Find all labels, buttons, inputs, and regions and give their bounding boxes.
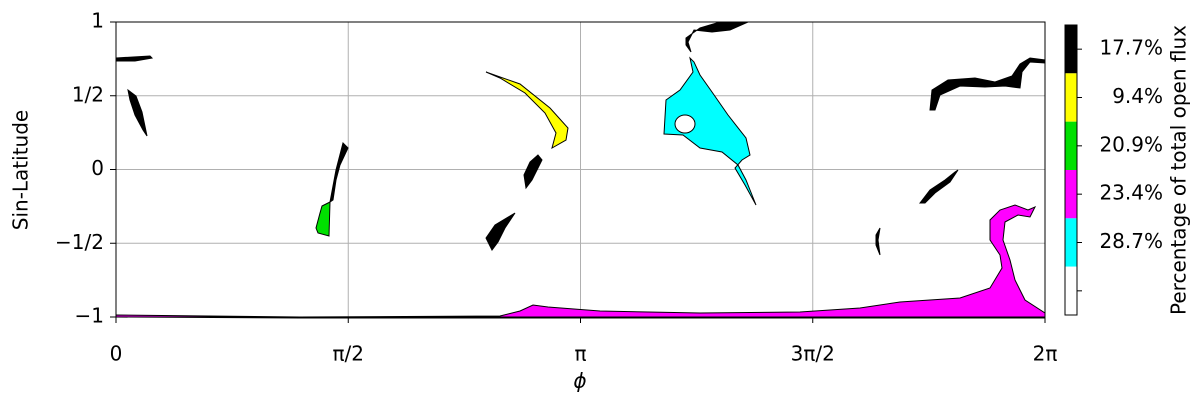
y-axis-label: Sin-Latitude <box>9 110 33 230</box>
colorbar-label: Percentage of total open flux <box>1167 25 1191 315</box>
colorbar-segment <box>1065 73 1077 122</box>
colorbar-segment <box>1065 121 1077 170</box>
colorbar: 17.7% 9.4% 20.9% 23.4% 28.7% <box>1064 24 1163 316</box>
region <box>685 21 749 53</box>
x-axis-label: ϕ <box>573 369 586 393</box>
y-tick-label: −1/2 <box>55 230 104 254</box>
region <box>663 56 757 206</box>
x-tick-label: 3π/2 <box>791 342 835 366</box>
colorbar-frame <box>1064 24 1078 316</box>
colorbar-segment <box>1065 170 1077 219</box>
region-hole <box>674 114 696 134</box>
grid <box>115 21 1046 318</box>
x-tick-label: π/2 <box>332 342 364 366</box>
colorbar-tick-label: 28.7% <box>1099 229 1163 253</box>
y-tick-label: 0 <box>91 156 104 180</box>
region <box>523 154 543 190</box>
x-tick-label: π <box>574 342 586 366</box>
y-tick-label: 1/2 <box>72 82 104 106</box>
region <box>485 71 569 150</box>
x-tick-label: 0 <box>110 342 123 366</box>
region <box>929 57 1046 111</box>
region <box>918 169 959 204</box>
colorbar-tick-label: 17.7% <box>1099 36 1163 60</box>
region <box>329 142 349 204</box>
region <box>127 88 148 137</box>
colorbar-segment <box>1065 266 1077 315</box>
region <box>485 212 516 251</box>
y-tick-label: −1 <box>75 304 104 328</box>
x-tick-label: 2π <box>1033 342 1058 366</box>
colorbar-segment <box>1065 25 1077 74</box>
region <box>115 204 1046 319</box>
regions <box>115 21 1046 319</box>
colorbar-segment <box>1065 218 1077 267</box>
colorbar-tick-label: 20.9% <box>1099 132 1163 156</box>
y-tick-label: 1 <box>91 9 104 33</box>
colorbar-tick-label: 9.4% <box>1112 84 1163 108</box>
colorbar-tick-label: 23.4% <box>1099 181 1163 205</box>
region <box>315 201 331 237</box>
region <box>115 55 154 62</box>
region <box>875 227 881 256</box>
